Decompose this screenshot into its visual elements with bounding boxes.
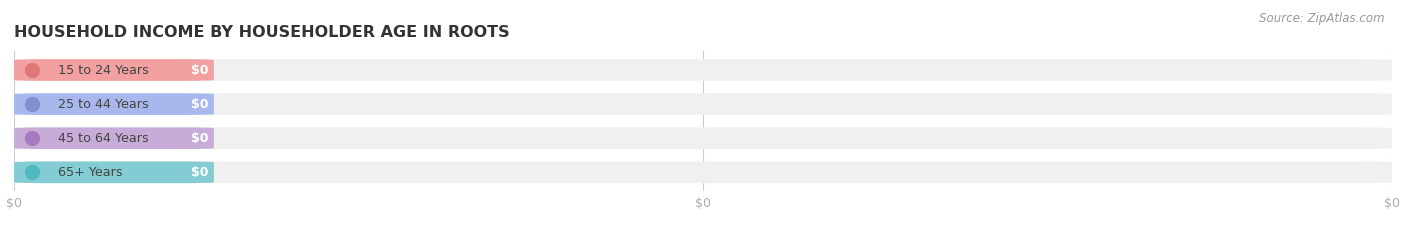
Text: HOUSEHOLD INCOME BY HOUSEHOLDER AGE IN ROOTS: HOUSEHOLD INCOME BY HOUSEHOLDER AGE IN R… [14,25,510,40]
FancyBboxPatch shape [14,127,214,149]
Text: 25 to 44 Years: 25 to 44 Years [58,98,149,111]
Text: 15 to 24 Years: 15 to 24 Years [58,64,149,76]
FancyBboxPatch shape [14,93,214,115]
Text: 45 to 64 Years: 45 to 64 Years [58,132,149,145]
FancyBboxPatch shape [14,161,1392,183]
FancyBboxPatch shape [14,59,214,81]
FancyBboxPatch shape [14,127,1392,149]
Text: $0: $0 [191,166,209,179]
Text: 65+ Years: 65+ Years [58,166,122,179]
Text: $0: $0 [191,98,209,111]
FancyBboxPatch shape [14,93,1392,115]
Text: $0: $0 [191,132,209,145]
Text: $0: $0 [191,64,209,76]
FancyBboxPatch shape [14,59,1392,81]
FancyBboxPatch shape [14,161,214,183]
Text: Source: ZipAtlas.com: Source: ZipAtlas.com [1260,12,1385,25]
